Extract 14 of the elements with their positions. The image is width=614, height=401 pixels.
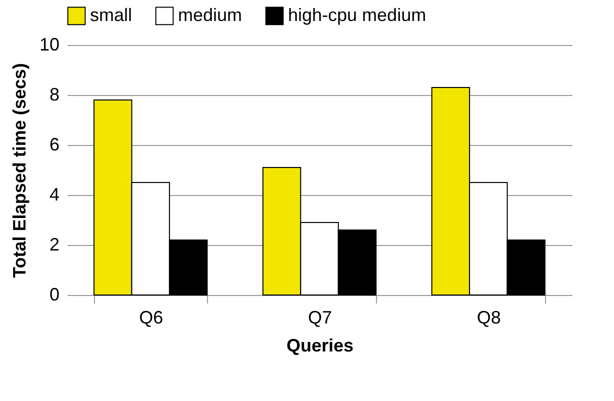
legend-label: high-cpu medium [288, 4, 426, 25]
x-tick-label: Q6 [139, 308, 164, 328]
legend-label: medium [178, 4, 242, 25]
x-tick-label: Q7 [308, 308, 332, 328]
legend-label: small [90, 4, 132, 25]
y-tick-label: 2 [49, 234, 60, 254]
x-tick-label: Q8 [476, 308, 501, 328]
y-axis-title: Total Elapsed time (secs) [9, 63, 30, 278]
x-axis-title: Queries [286, 336, 354, 356]
y-tick-label: 4 [49, 184, 60, 204]
y-tick-label: 0 [49, 284, 60, 304]
y-tick-label: 10 [39, 34, 60, 54]
y-tick-label: 6 [49, 134, 60, 154]
y-tick-label: 8 [49, 84, 60, 104]
